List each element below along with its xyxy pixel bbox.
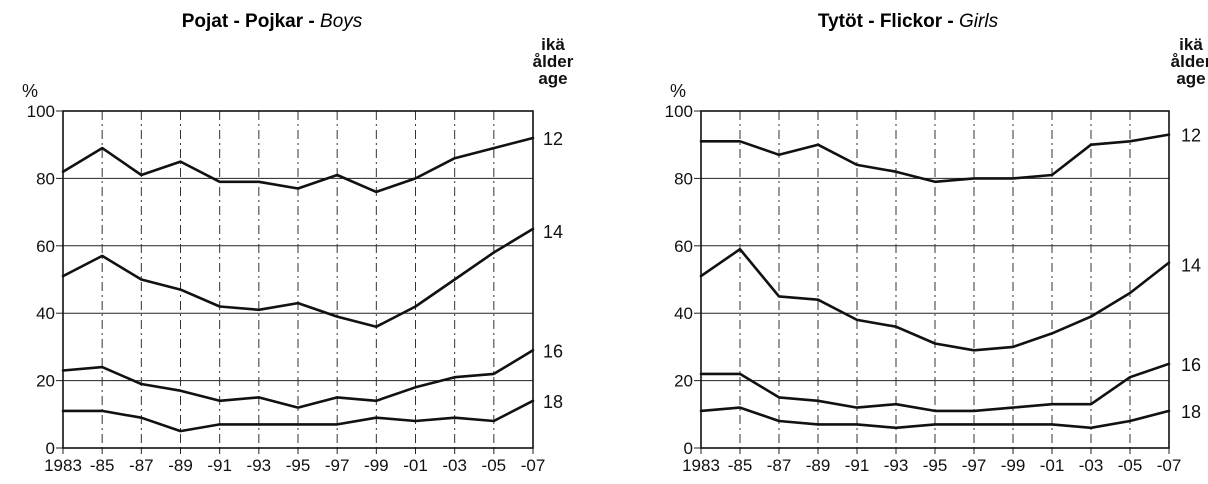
y-tick-label: 20 — [36, 372, 55, 391]
x-tick-label: -93 — [884, 456, 909, 475]
x-tick-label: -07 — [521, 456, 546, 475]
chart-title-english: Girls — [959, 11, 999, 32]
x-tick-label: -95 — [923, 456, 948, 475]
plot-frame — [700, 110, 1170, 449]
x-tick-label: 1983 — [682, 456, 720, 475]
y-tick-label: 100 — [27, 102, 55, 121]
y-tick-label: 0 — [46, 439, 55, 458]
series-label-age-14: 14 — [543, 222, 563, 242]
chart-title-english: Boys — [320, 11, 363, 32]
x-tick-label: -01 — [403, 456, 428, 475]
age-header-line: age — [538, 69, 567, 88]
chart-title: Pojat - Pojkar - Boys — [182, 11, 363, 32]
age-header-line: ikä — [541, 35, 565, 54]
x-tick-label: -99 — [364, 456, 389, 475]
age-header-line: ålder — [1171, 52, 1208, 71]
series-label-age-16: 16 — [1181, 355, 1201, 375]
y-axis-label: % — [670, 81, 686, 101]
x-tick-label: -05 — [1118, 456, 1143, 475]
y-tick-label: 20 — [674, 372, 693, 391]
series-line-age-12 — [699, 133, 1171, 184]
x-tick-label: -87 — [767, 456, 792, 475]
series-line-age-14 — [61, 227, 535, 329]
x-tick-label: -03 — [442, 456, 467, 475]
y-tick-label: 80 — [36, 169, 55, 188]
series-line-age-18 — [699, 406, 1171, 430]
x-tick-label: -89 — [168, 456, 193, 475]
age-header-line: ikä — [1179, 35, 1203, 54]
x-tick-label: -85 — [90, 456, 115, 475]
series-label-age-18: 18 — [543, 392, 563, 412]
y-tick-label: 100 — [665, 102, 693, 121]
series-line-age-12 — [61, 136, 535, 194]
x-tick-label: -01 — [1040, 456, 1065, 475]
x-tick-label: -85 — [728, 456, 753, 475]
x-tick-label: -97 — [325, 456, 350, 475]
series-label-age-12: 12 — [1181, 126, 1201, 146]
x-tick-label: -97 — [962, 456, 987, 475]
y-tick-label: 40 — [36, 304, 55, 323]
x-tick-label: -91 — [207, 456, 232, 475]
x-tick-label: -05 — [482, 456, 507, 475]
age-header-line: age — [1176, 69, 1205, 88]
plot-frame — [62, 110, 534, 449]
age-header-line: ålder — [533, 52, 574, 71]
chart-title: Tytöt - Flickor - Girls — [818, 11, 999, 32]
series-line-age-16 — [699, 362, 1171, 413]
series-label-age-14: 14 — [1181, 256, 1201, 276]
y-tick-label: 0 — [684, 439, 693, 458]
series-label-age-18: 18 — [1181, 402, 1201, 422]
x-tick-label: 1983 — [44, 456, 82, 475]
series-line-age-14 — [699, 247, 1171, 352]
x-tick-label: -07 — [1157, 456, 1182, 475]
series-label-age-12: 12 — [543, 129, 563, 149]
y-tick-label: 80 — [674, 169, 693, 188]
x-tick-label: -99 — [1001, 456, 1026, 475]
series-label-age-16: 16 — [543, 341, 563, 361]
x-tick-label: -95 — [286, 456, 311, 475]
x-tick-label: -03 — [1079, 456, 1104, 475]
x-tick-label: -91 — [845, 456, 870, 475]
x-tick-label: -87 — [129, 456, 154, 475]
x-tick-label: -93 — [247, 456, 272, 475]
chart-title-main: Tytöt - Flickor - — [818, 11, 959, 32]
y-tick-label: 40 — [674, 304, 693, 323]
chart-title-main: Pojat - Pojkar - — [182, 11, 320, 32]
series-line-age-18 — [61, 399, 535, 433]
x-tick-label: -89 — [806, 456, 831, 475]
y-axis-label: % — [22, 81, 38, 101]
y-tick-label: 60 — [674, 237, 693, 256]
series-line-age-16 — [61, 348, 535, 409]
y-tick-label: 60 — [36, 237, 55, 256]
